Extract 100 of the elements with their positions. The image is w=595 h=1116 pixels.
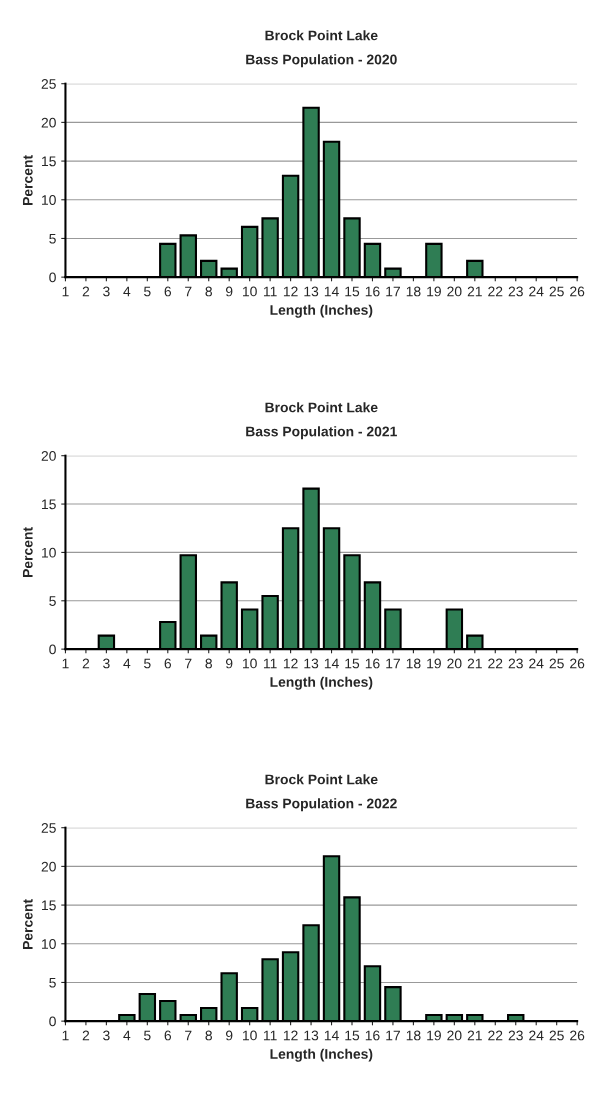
x-tick-label: 20 bbox=[447, 658, 462, 669]
x-tick-label: 14 bbox=[324, 658, 339, 669]
x-axis-title: Length (Inches) bbox=[270, 1048, 373, 1062]
x-tick-label: 3 bbox=[103, 286, 110, 297]
x-tick-label: 24 bbox=[529, 1030, 544, 1041]
y-tick-label: 15 bbox=[42, 156, 56, 167]
y-tick-label: 25 bbox=[41, 823, 56, 833]
x-tick-label: 20 bbox=[447, 286, 462, 297]
x-tick-label: 26 bbox=[570, 658, 585, 669]
x-tick-label: 20 bbox=[447, 1030, 462, 1041]
y-tick-label: 0 bbox=[49, 1016, 56, 1027]
x-tick-label: 22 bbox=[488, 286, 503, 297]
x-tick-label: 1 bbox=[62, 658, 69, 669]
y-axis-title: Percent bbox=[22, 155, 33, 205]
x-tick-label: 13 bbox=[304, 1030, 319, 1041]
x-tick-label: 7 bbox=[185, 286, 192, 297]
y-axis-title: Percent bbox=[22, 527, 33, 577]
x-tick-label: 25 bbox=[549, 1030, 564, 1041]
x-tick-label: 12 bbox=[283, 286, 298, 297]
x-tick-label: 14 bbox=[324, 1030, 339, 1041]
y-tick-label: 5 bbox=[49, 596, 56, 606]
x-tick-label: 3 bbox=[103, 658, 110, 669]
x-tick-label: 17 bbox=[386, 1030, 400, 1041]
x-tick-label: 15 bbox=[345, 286, 360, 297]
x-tick-label: 17 bbox=[386, 658, 400, 669]
x-tick-label: 14 bbox=[324, 286, 339, 297]
x-tick-label: 21 bbox=[467, 1030, 482, 1041]
x-tick-label: 19 bbox=[427, 658, 441, 669]
x-tick-label: 22 bbox=[488, 1030, 503, 1041]
x-tick-label: 2 bbox=[82, 1030, 90, 1041]
y-tick-label: 20 bbox=[41, 861, 56, 872]
x-tick-label: 24 bbox=[529, 286, 544, 297]
x-tick-label: 10 bbox=[243, 286, 257, 297]
x-tick-label: 1 bbox=[62, 286, 69, 297]
x-tick-label: 6 bbox=[164, 286, 172, 297]
y-tick-label: 5 bbox=[49, 233, 56, 244]
x-tick-label: 9 bbox=[225, 658, 233, 669]
x-tick-label: 19 bbox=[427, 1030, 441, 1041]
y-tick-label: 10 bbox=[42, 939, 56, 949]
x-tick-label: 4 bbox=[123, 286, 131, 297]
x-tick-label: 1 bbox=[62, 1030, 69, 1041]
x-tick-label: 5 bbox=[144, 1030, 151, 1041]
x-tick-label: 9 bbox=[225, 1030, 233, 1041]
y-tick-label: 25 bbox=[41, 79, 56, 89]
chart-title: Brock Point Lake bbox=[265, 402, 378, 413]
y-tick-label: 0 bbox=[49, 272, 56, 283]
x-tick-label: 25 bbox=[549, 286, 564, 297]
x-tick-label: 12 bbox=[283, 658, 298, 669]
x-tick-label: 18 bbox=[406, 658, 421, 669]
chart-subtitle: Bass Population - 2020 bbox=[246, 54, 397, 68]
y-tick-label: 10 bbox=[42, 195, 56, 205]
x-tick-label: 8 bbox=[205, 658, 212, 669]
x-tick-label: 2 bbox=[82, 658, 90, 669]
x-tick-label: 23 bbox=[508, 1030, 523, 1041]
x-tick-label: 8 bbox=[205, 286, 212, 297]
x-tick-label: 21 bbox=[467, 286, 482, 297]
x-tick-label: 16 bbox=[365, 658, 380, 669]
x-tick-label: 26 bbox=[570, 1030, 585, 1041]
x-tick-label: 18 bbox=[406, 1030, 421, 1041]
chart-title: Brock Point Lake bbox=[265, 774, 378, 785]
x-tick-label: 13 bbox=[304, 286, 319, 297]
x-tick-label: 15 bbox=[345, 1030, 360, 1041]
y-tick-label: 20 bbox=[41, 451, 56, 461]
x-tick-label: 25 bbox=[549, 658, 564, 669]
x-axis-title: Length (Inches) bbox=[270, 676, 373, 690]
x-tick-label: 7 bbox=[185, 1030, 192, 1041]
x-tick-label: 18 bbox=[406, 286, 421, 297]
x-tick-label: 9 bbox=[225, 286, 233, 297]
x-tick-label: 5 bbox=[144, 658, 151, 669]
x-tick-label: 17 bbox=[386, 286, 400, 297]
x-tick-label: 11 bbox=[263, 286, 277, 297]
x-tick-label: 5 bbox=[144, 286, 151, 297]
x-tick-label: 4 bbox=[123, 1030, 131, 1041]
x-tick-label: 12 bbox=[283, 1030, 298, 1041]
y-tick-label: 10 bbox=[42, 547, 56, 558]
y-tick-label: 20 bbox=[41, 117, 56, 128]
x-tick-label: 7 bbox=[185, 658, 192, 669]
x-tick-label: 2 bbox=[82, 286, 90, 297]
x-tick-label: 15 bbox=[345, 658, 360, 669]
x-tick-label: 3 bbox=[103, 1030, 110, 1041]
x-tick-label: 8 bbox=[205, 1030, 212, 1041]
x-tick-label: 23 bbox=[508, 286, 523, 297]
x-tick-label: 10 bbox=[243, 658, 257, 669]
x-tick-label: 6 bbox=[164, 1030, 172, 1041]
x-tick-label: 16 bbox=[365, 286, 380, 297]
y-tick-label: 0 bbox=[49, 644, 56, 655]
x-tick-label: 22 bbox=[488, 658, 503, 669]
chart-title: Brock Point Lake bbox=[265, 30, 378, 41]
x-tick-label: 24 bbox=[529, 658, 544, 669]
x-tick-label: 19 bbox=[427, 286, 441, 297]
y-tick-label: 5 bbox=[49, 977, 56, 988]
chart-subtitle: Bass Population - 2021 bbox=[246, 426, 397, 440]
x-axis-title: Length (Inches) bbox=[270, 304, 373, 318]
y-axis-title: Percent bbox=[22, 899, 33, 949]
x-tick-label: 21 bbox=[467, 658, 482, 669]
x-tick-label: 16 bbox=[365, 1030, 380, 1041]
x-tick-label: 6 bbox=[164, 658, 172, 669]
x-tick-label: 4 bbox=[123, 658, 131, 669]
x-tick-label: 11 bbox=[263, 658, 277, 669]
x-tick-label: 23 bbox=[508, 658, 523, 669]
